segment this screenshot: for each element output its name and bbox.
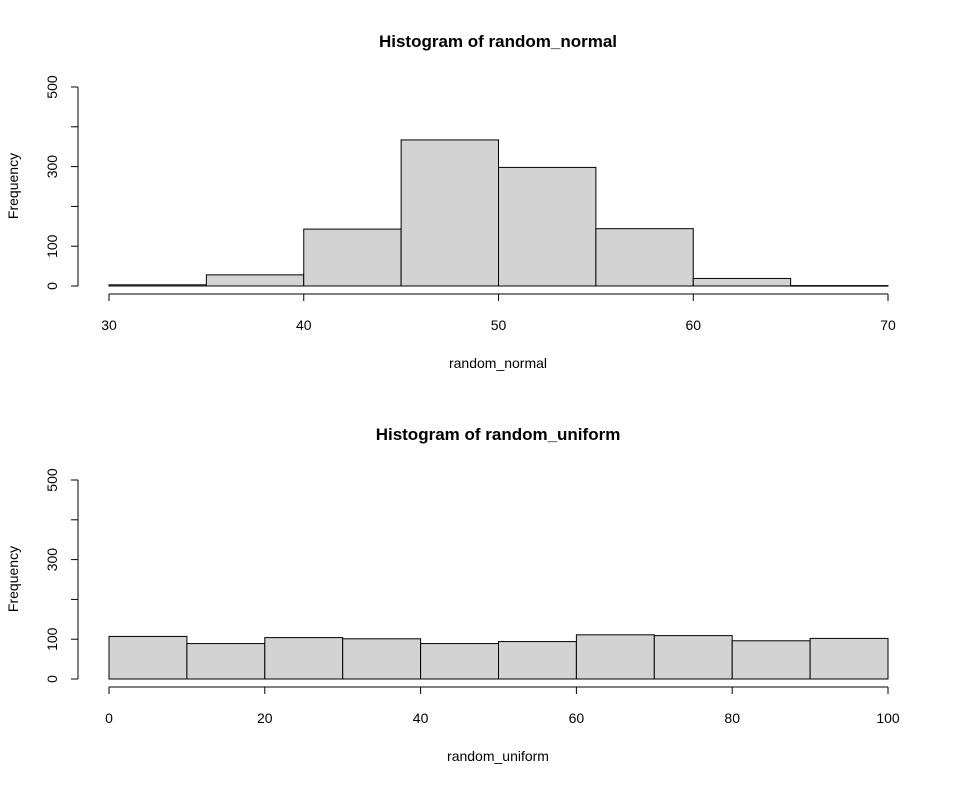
histogram-bar — [498, 166, 597, 287]
bars-group — [108, 139, 889, 287]
histogram-bar — [303, 228, 402, 287]
histogram-bar — [809, 637, 889, 680]
chart-title: Histogram of random_normal — [379, 32, 617, 51]
x-axis-label: random_normal — [449, 355, 547, 371]
axes-group: 30 40 50 60 70 0 100 300 500 — [44, 75, 896, 333]
histogram-bar — [790, 285, 889, 287]
bars-group — [108, 634, 889, 680]
histogram-bar — [692, 277, 792, 287]
x-tick-label: 0 — [105, 710, 113, 726]
histogram-bar — [575, 634, 655, 680]
y-tick-label: 0 — [44, 675, 60, 683]
y-tick-label: 300 — [44, 548, 60, 572]
y-tick-label: 0 — [44, 282, 60, 290]
histogram-bar — [498, 641, 577, 680]
y-tick-label: 300 — [44, 155, 60, 179]
y-tick-label: 100 — [44, 234, 60, 258]
y-axis-label: Frequency — [5, 153, 21, 219]
x-tick-label: 40 — [296, 317, 312, 333]
histogram-bar — [264, 637, 344, 680]
histogram-panel-normal: Histogram of random_normal random_normal… — [5, 32, 896, 371]
histogram-bar — [595, 228, 694, 287]
histogram-bar — [186, 643, 266, 680]
x-tick-label: 100 — [876, 710, 900, 726]
y-tick-label: 500 — [44, 75, 60, 99]
x-tick-label: 50 — [491, 317, 507, 333]
histogram-bar — [342, 638, 422, 680]
x-axis-label: random_uniform — [447, 748, 549, 764]
histogram-bar — [108, 284, 207, 287]
histogram-bar — [420, 643, 500, 680]
x-tick-label: 30 — [101, 317, 117, 333]
axes-group: 0 20 40 60 80 100 0 100 300 500 — [44, 468, 900, 726]
histogram-panel-uniform: Histogram of random_uniform random_unifo… — [5, 425, 900, 764]
x-tick-label: 60 — [685, 317, 701, 333]
x-tick-label: 40 — [413, 710, 429, 726]
histogram-bar — [731, 640, 811, 680]
histogram-bar — [205, 274, 305, 287]
y-axis-label: Frequency — [5, 546, 21, 612]
chart-title: Histogram of random_uniform — [376, 425, 621, 444]
histogram-bar — [400, 139, 499, 287]
x-tick-label: 20 — [257, 710, 273, 726]
y-tick-label: 500 — [44, 468, 60, 492]
x-tick-label: 70 — [880, 317, 896, 333]
histogram-bar — [108, 635, 188, 680]
y-tick-label: 100 — [44, 627, 60, 651]
histogram-bar — [653, 635, 733, 680]
x-tick-label: 80 — [724, 710, 740, 726]
x-tick-label: 60 — [569, 710, 585, 726]
